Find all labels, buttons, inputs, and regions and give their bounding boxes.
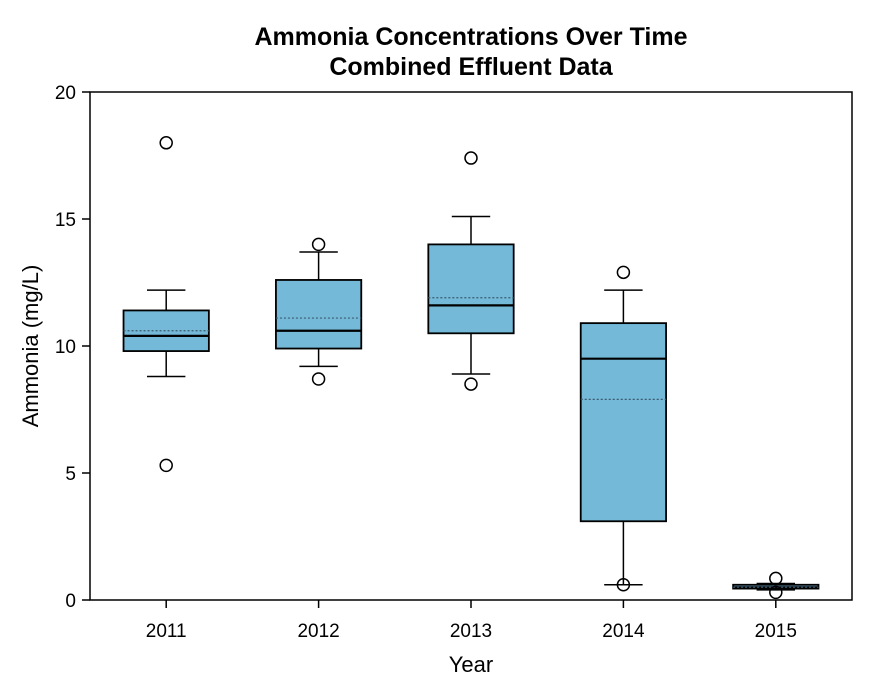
box-iqr	[579, 322, 667, 523]
x-tick-label: 2014	[602, 621, 645, 642]
chart-title: Ammonia Concentrations Over Time	[254, 23, 688, 51]
outlier-point	[616, 265, 631, 280]
box-2012	[275, 237, 363, 386]
x-tick-label: 2011	[146, 621, 187, 642]
y-axis: 0 5 10 15 20	[55, 83, 90, 612]
outlier-point	[311, 372, 326, 386]
x-axis-title: Year	[449, 652, 493, 677]
x-tick-label: 2013	[450, 621, 492, 642]
x-tick-label: 2012	[297, 621, 339, 642]
y-tick-label: 20	[55, 83, 76, 104]
box-iqr	[427, 243, 515, 335]
outlier-point	[769, 585, 783, 600]
x-axis: 2011 2012 2013 2014 2015	[146, 600, 797, 642]
outlier-point	[159, 458, 173, 473]
box-iqr	[275, 279, 363, 350]
box-2013	[427, 151, 515, 391]
outlier-point	[769, 571, 783, 586]
box-2015	[732, 571, 820, 600]
box-2011	[122, 136, 210, 473]
outlier-point	[311, 237, 326, 252]
boxes-group	[122, 136, 820, 600]
chart-subtitle: Combined Effluent Data	[329, 53, 613, 81]
y-tick-label: 5	[65, 464, 76, 485]
outlier-point	[464, 151, 478, 165]
y-axis-title: Ammonia (mg/L)	[18, 265, 43, 428]
y-tick-label: 15	[55, 210, 76, 231]
x-tick-label: 2015	[755, 621, 797, 642]
outlier-point	[159, 136, 173, 150]
y-tick-label: 10	[55, 337, 76, 358]
box-2014	[579, 265, 667, 592]
y-tick-label: 0	[65, 591, 76, 612]
outlier-point	[464, 377, 478, 391]
outlier-point	[616, 578, 631, 592]
